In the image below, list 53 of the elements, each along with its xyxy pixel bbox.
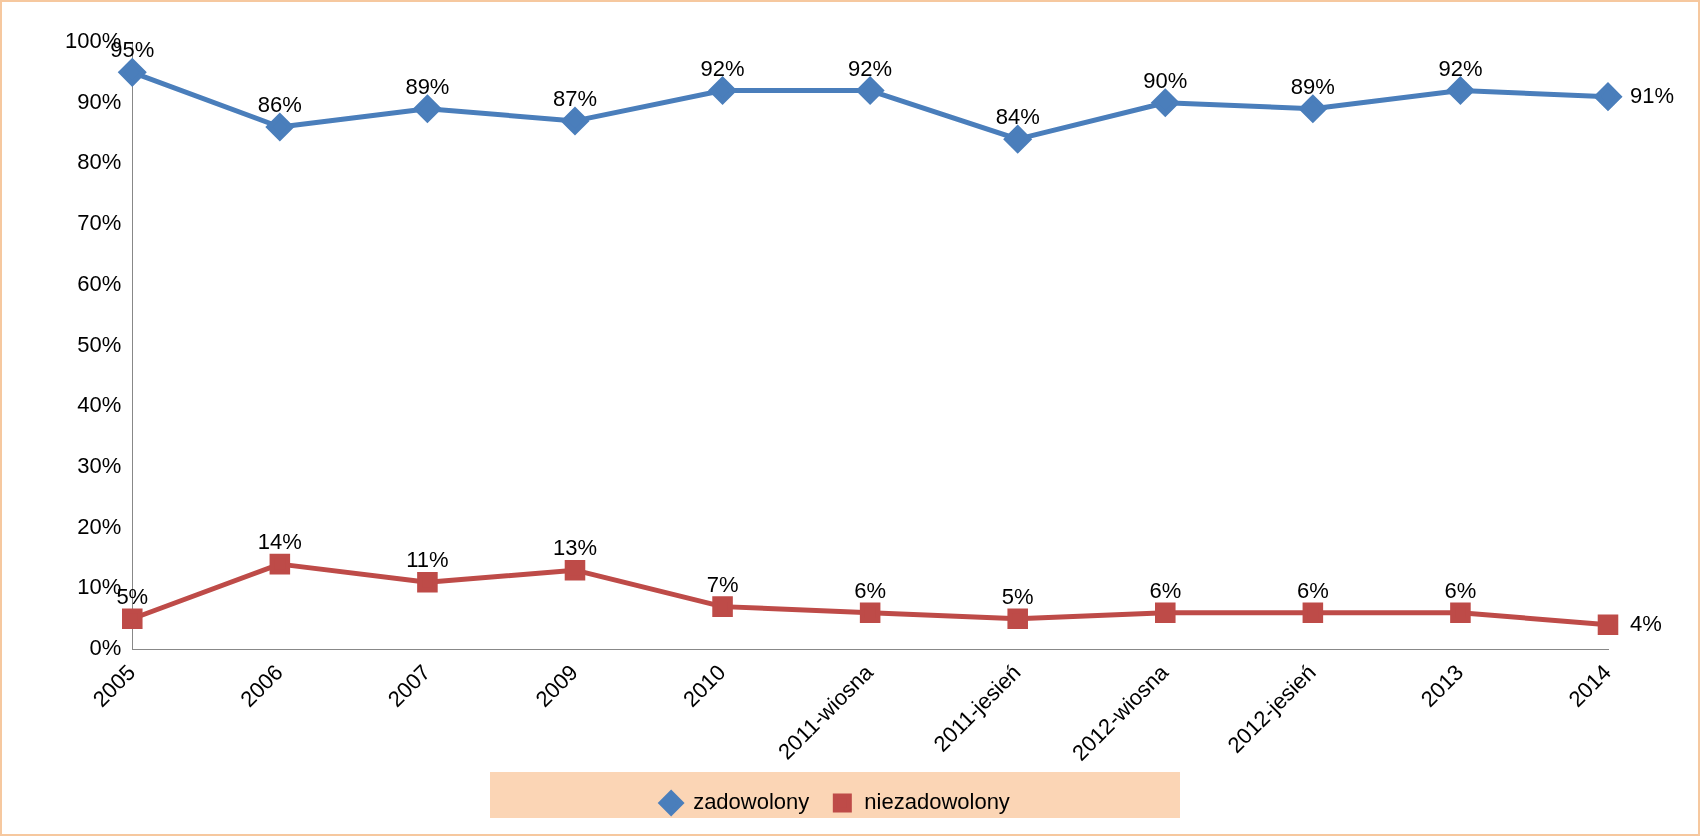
data-label: 89% bbox=[1290, 73, 1335, 99]
y-tick-label: 40% bbox=[77, 392, 122, 418]
point bbox=[1004, 125, 1032, 153]
point bbox=[709, 77, 737, 105]
data-label: 6% bbox=[1444, 577, 1477, 603]
point bbox=[1594, 83, 1622, 111]
y-tick-label: 20% bbox=[77, 513, 122, 539]
data-label: 86% bbox=[257, 92, 302, 118]
point bbox=[859, 602, 881, 623]
y-tick-label: 90% bbox=[77, 88, 122, 114]
y-tick-label: 50% bbox=[77, 331, 122, 357]
y-tick-label: 60% bbox=[77, 270, 122, 296]
point bbox=[1597, 614, 1619, 636]
data-label: 92% bbox=[1438, 55, 1483, 81]
point bbox=[561, 107, 589, 135]
point bbox=[1299, 95, 1327, 123]
point bbox=[1007, 608, 1028, 630]
point bbox=[1151, 89, 1179, 117]
point bbox=[413, 95, 441, 123]
data-label: 6% bbox=[854, 577, 887, 603]
point bbox=[1446, 77, 1474, 105]
data-label: 92% bbox=[848, 55, 893, 81]
point bbox=[417, 572, 438, 593]
point bbox=[1450, 602, 1471, 623]
data-label: 91% bbox=[1630, 82, 1675, 108]
data-label: 87% bbox=[552, 85, 598, 111]
point bbox=[266, 113, 294, 141]
y-tick-label: 30% bbox=[77, 453, 122, 479]
point bbox=[121, 608, 143, 630]
data-label: 11% bbox=[406, 547, 449, 573]
data-label: 92% bbox=[700, 55, 745, 81]
legend-label: niezadowolony bbox=[864, 789, 1010, 815]
y-tick-label: 80% bbox=[77, 149, 122, 175]
data-label: 6% bbox=[1296, 577, 1329, 603]
data-label: 4% bbox=[1630, 610, 1662, 636]
point bbox=[269, 553, 291, 575]
point bbox=[1302, 602, 1324, 623]
point bbox=[856, 77, 884, 105]
y-tick-label: 70% bbox=[77, 210, 122, 236]
data-label: 7% bbox=[706, 571, 739, 597]
data-label: 90% bbox=[1143, 67, 1188, 93]
point bbox=[1155, 602, 1176, 623]
data-label: 5% bbox=[1001, 583, 1034, 609]
point bbox=[118, 58, 146, 86]
point bbox=[564, 559, 586, 581]
data-label: 89% bbox=[405, 73, 450, 99]
data-label: 14% bbox=[257, 529, 302, 555]
y-tick-label: 0% bbox=[89, 635, 122, 661]
data-label: 6% bbox=[1149, 577, 1182, 603]
point bbox=[712, 596, 733, 617]
data-label: 84% bbox=[995, 104, 1040, 130]
legend-label: zadowolony bbox=[693, 789, 810, 815]
data-label: 13% bbox=[552, 535, 598, 561]
